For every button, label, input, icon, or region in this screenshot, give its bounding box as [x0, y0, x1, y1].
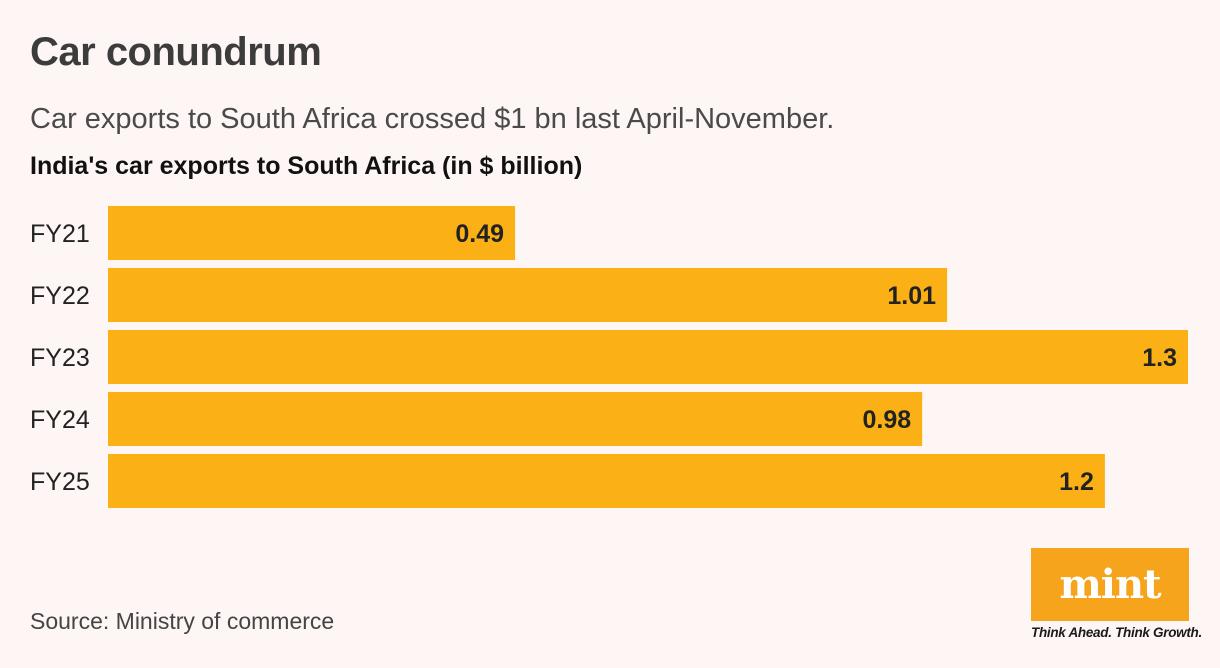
category-label-fy21: FY21 — [30, 220, 90, 248]
chart-subtitle: Car exports to South Africa crossed $1 b… — [30, 103, 835, 135]
mint-logo: mint — [1031, 548, 1189, 621]
value-label-fy25: 1.2 — [1059, 468, 1094, 496]
category-label-fy25: FY25 — [30, 468, 90, 496]
category-label-fy24: FY24 — [30, 406, 90, 434]
bar-chart-svg: FY21 0.49 FY22 1.01 FY23 1.3 FY24 0.98 FY25 1.2 — [30, 206, 1188, 508]
mint-logo-text: mint — [1059, 560, 1161, 608]
chart-title-heading: Car conundrum — [30, 30, 322, 74]
value-label-fy24: 0.98 — [862, 406, 911, 434]
bar-fy22 — [108, 268, 948, 322]
value-label-fy23: 1.3 — [1142, 344, 1177, 372]
bar-fy21 — [108, 206, 516, 260]
category-label-fy23: FY23 — [30, 344, 90, 372]
chart-caption: India's car exports to South Africa (in … — [30, 152, 583, 180]
bar-fy23 — [108, 330, 1188, 384]
value-label-fy21: 0.49 — [455, 220, 504, 248]
category-label-fy22: FY22 — [30, 282, 90, 310]
bar-fy24 — [108, 392, 923, 446]
value-label-fy22: 1.01 — [887, 282, 936, 310]
source-note: Source: Ministry of commerce — [30, 608, 335, 634]
brand-tagline: Think Ahead. Think Growth. — [1031, 625, 1202, 640]
bar-chart: FY21 0.49 FY22 1.01 FY23 1.3 FY24 0.98 FY25 1.2 — [0, 195, 1220, 520]
bar-fy25 — [108, 454, 1105, 508]
